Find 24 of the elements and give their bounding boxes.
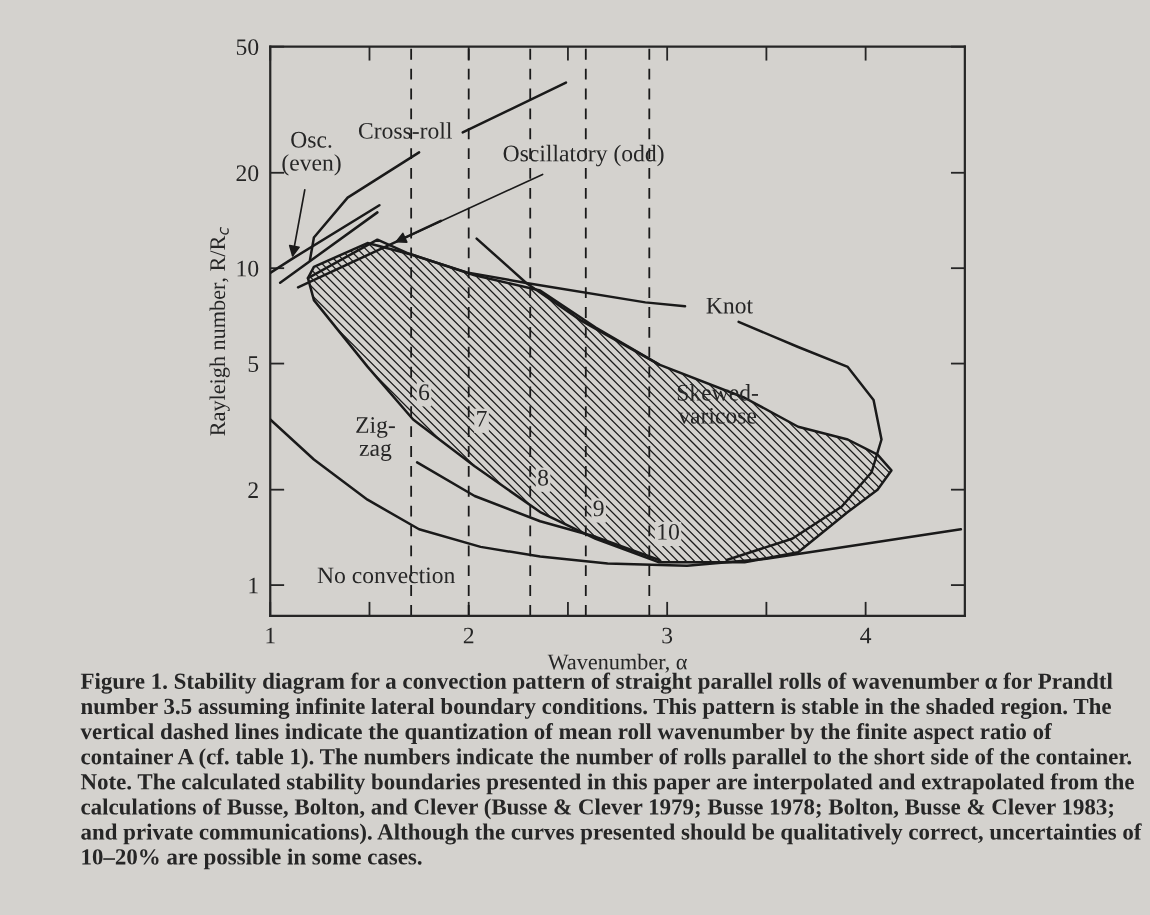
x-tick-label: 1 — [266, 627, 275, 644]
x-tick-label: 4 — [860, 627, 872, 644]
x-tick-label: 3 — [662, 627, 673, 644]
series-label: Knot — [706, 297, 753, 314]
y-tick-label: 10 — [237, 260, 259, 277]
series-label: No convection — [317, 567, 455, 584]
annotation: 9 — [593, 500, 604, 517]
series-label: Cross-roll — [358, 122, 452, 139]
annotation: 10 — [658, 523, 679, 540]
annotation: 8 — [538, 469, 549, 486]
x-tick-label: 2 — [463, 627, 474, 644]
annotation: 6 — [419, 384, 430, 401]
y-tick-label: 2 — [248, 482, 258, 498]
annotation: 7 — [477, 410, 487, 427]
y-axis-title: Rayleigh number, R/R$_{c}$ — [209, 227, 230, 436]
text: Oscillatory (odd) — [503, 144, 664, 167]
y-tick-label: 5 — [248, 356, 259, 372]
y-tick-label: 50 — [236, 39, 259, 56]
y-tick-label: 1 — [249, 577, 258, 594]
x-axis-title: Wavenumber, α — [547, 653, 687, 673]
series-label: Osc. (even) — [282, 131, 341, 176]
y-tick-label: 20 — [236, 165, 259, 182]
series-label: Zig- zag — [356, 417, 395, 461]
caption: Figure 1. Stability diagram for a convection pattern of straight parallel rolls of wavenumber α for Prandtl number 3.5 assuming infinite lateral boundary conditions. This pattern is stable in the shaded region. The vertical dashed lines indicate the quantization of mean roll wavenumber by the finite aspect ratio of container A (cf. table 1). The numbers indicate the number of rolls parallel to the short side of the container. Note. The calculated stability boundaries presented in this paper are interpolated and extrapolated from the calculations of Busse, Bolton, and Clever (Busse & Clever 1979; Busse 1978; Bolton, Busse & Clever 1983; and private communications). Although the curves presented should be qualitatively correct, uncertainties of 10–20% are possible in some cases. — [80, 672, 1142, 870]
